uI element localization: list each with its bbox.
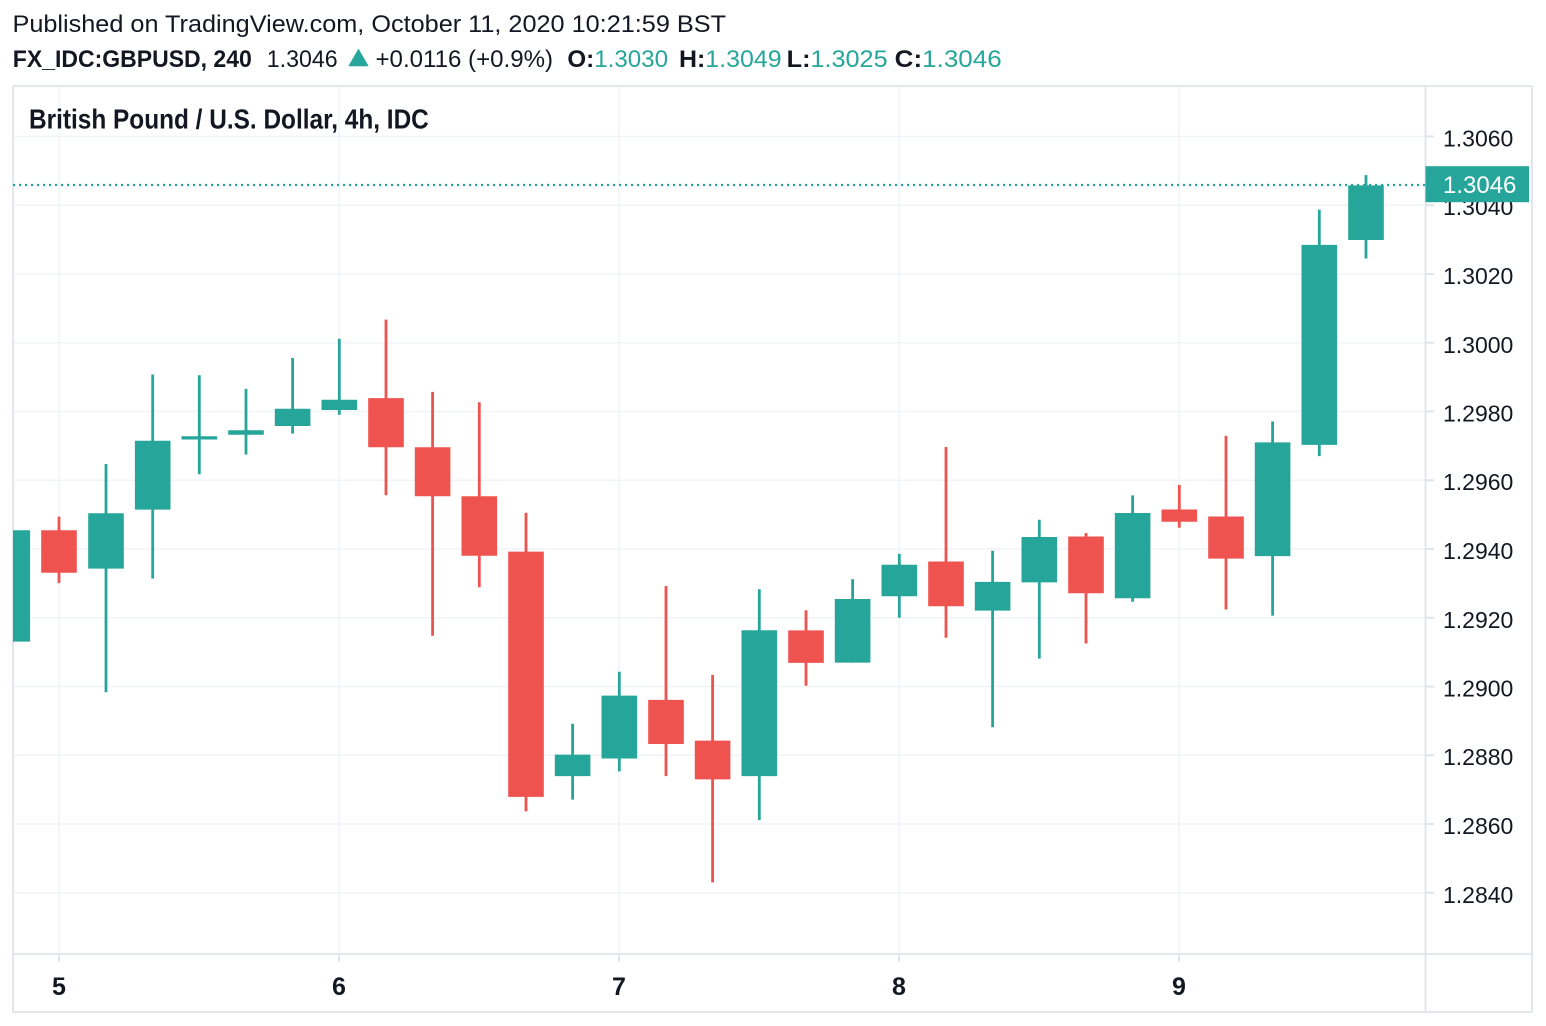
svg-text:1.2960: 1.2960 (1443, 469, 1513, 495)
svg-text:6: 6 (332, 973, 346, 1001)
svg-text:O:1.3030: O:1.3030 (567, 46, 668, 73)
svg-text:1.2860: 1.2860 (1443, 813, 1513, 839)
svg-text:1.2980: 1.2980 (1443, 401, 1513, 427)
svg-text:British Pound / U.S. Dollar, 4: British Pound / U.S. Dollar, 4h, IDC (29, 104, 429, 135)
svg-text:C:1.3046: C:1.3046 (895, 46, 1002, 73)
svg-text:1.3046: 1.3046 (1443, 172, 1516, 199)
svg-text:H:1.3049: H:1.3049 (679, 46, 782, 73)
svg-text:Published on TradingView.com,: Published on TradingView.com, October 11… (13, 11, 727, 38)
svg-text:1.2920: 1.2920 (1443, 607, 1513, 633)
svg-text:1.3060: 1.3060 (1443, 126, 1513, 152)
svg-text:1.3000: 1.3000 (1443, 332, 1513, 358)
svg-text:9: 9 (1172, 973, 1186, 1001)
svg-text:8: 8 (892, 973, 906, 1001)
svg-text:7: 7 (612, 973, 626, 1001)
svg-text:L:1.3025: L:1.3025 (787, 46, 888, 73)
svg-text:1.3020: 1.3020 (1443, 263, 1513, 289)
svg-text:1.2880: 1.2880 (1443, 744, 1513, 770)
svg-text:1.2900: 1.2900 (1443, 676, 1513, 702)
svg-text:1.2940: 1.2940 (1443, 538, 1513, 564)
svg-text:1.3046: 1.3046 (267, 46, 338, 73)
svg-text:1.2840: 1.2840 (1443, 882, 1513, 908)
svg-text:FX_IDC:GBPUSD, 240: FX_IDC:GBPUSD, 240 (13, 46, 252, 73)
svg-text:+0.0116 (+0.9%): +0.0116 (+0.9%) (376, 46, 554, 73)
svg-text:5: 5 (52, 973, 66, 1001)
